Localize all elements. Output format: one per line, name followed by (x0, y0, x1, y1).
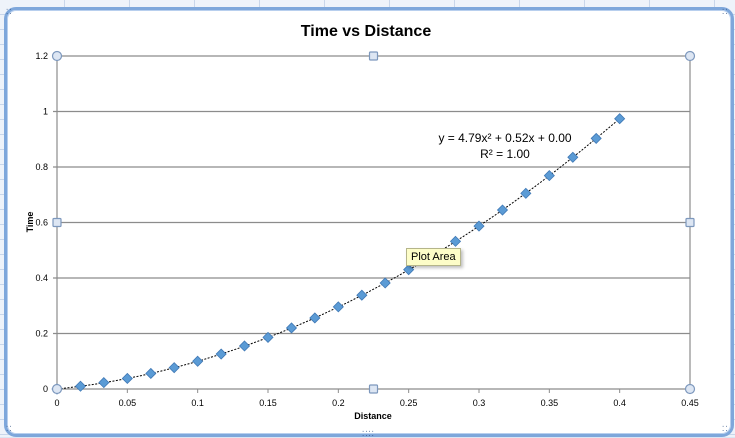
data-point-marker[interactable] (379, 277, 391, 289)
data-point-marker[interactable] (356, 289, 368, 301)
x-tick-label: 0.45 (681, 398, 699, 408)
plot-area-selection-handles[interactable] (51, 50, 696, 395)
data-point-marker[interactable] (262, 331, 274, 343)
corner-resize-handle[interactable] (684, 50, 696, 62)
resize-handle-bottom[interactable]: ⁚⁚⁚⁚ (362, 431, 375, 438)
data-point-marker[interactable] (238, 340, 251, 352)
side-resize-handle[interactable] (368, 51, 379, 61)
x-axis-label[interactable]: Distance (354, 411, 392, 421)
chart-title[interactable]: Time vs Distance (301, 23, 432, 40)
x-tick-label: 0.35 (541, 398, 559, 408)
data-point-marker[interactable] (215, 348, 227, 360)
y-tick-label: 0.2 (35, 329, 48, 339)
data-point-marker[interactable] (145, 367, 157, 380)
data-point-marker[interactable] (449, 235, 462, 247)
data-point-marker[interactable] (473, 220, 485, 232)
resize-handle-top-right[interactable]: ⁚⁚ (722, 9, 729, 16)
corner-resize-handle[interactable] (51, 383, 63, 395)
corner-resize-handle[interactable] (684, 383, 696, 395)
data-point-marker[interactable] (74, 380, 87, 392)
y-tick-label: 0.4 (35, 273, 48, 283)
x-tick-label: 0 (54, 398, 59, 408)
data-point-marker[interactable] (168, 362, 180, 374)
trendline-equation[interactable]: y = 4.79x² + 0.52x + 0.00 (438, 131, 571, 145)
resize-handle-bottom-right[interactable]: ⁚⁚ (722, 426, 729, 433)
data-point-marker[interactable] (590, 132, 602, 144)
plot-area-tooltip: Plot Area (406, 248, 461, 266)
data-point-marker[interactable] (543, 170, 555, 182)
y-tick-label: 0.6 (35, 218, 48, 228)
x-tick-label: 0.3 (473, 398, 486, 408)
x-tick-label: 0.15 (259, 398, 277, 408)
data-point-marker[interactable] (98, 377, 110, 389)
y-axis-label[interactable]: Time (25, 212, 35, 233)
y-tick-label: 0.8 (35, 162, 48, 172)
data-point-marker[interactable] (614, 113, 626, 125)
side-resize-handle[interactable] (52, 217, 62, 228)
data-point-marker[interactable] (192, 355, 204, 367)
corner-resize-handle[interactable] (51, 50, 63, 62)
x-tick-label: 0.4 (613, 398, 626, 408)
side-resize-handle[interactable] (368, 384, 379, 394)
y-tick-label: 0 (43, 384, 48, 394)
data-point-marker[interactable] (332, 301, 344, 313)
data-point-marker[interactable] (403, 264, 415, 276)
data-point-marker[interactable] (520, 187, 532, 199)
data-point-marker[interactable] (309, 312, 321, 324)
resize-handle-top-left[interactable]: ⁚⁚ (6, 9, 13, 16)
data-point-marker[interactable] (285, 322, 298, 334)
side-resize-handle[interactable] (685, 217, 695, 228)
data-point-marker[interactable] (496, 204, 509, 216)
y-tick-label: 1 (43, 107, 48, 117)
x-tick-label: 0.1 (191, 398, 204, 408)
y-tick-label: 1.2 (35, 51, 48, 61)
resize-handle-bottom-left[interactable]: ⁚⁚ (6, 426, 13, 433)
axis-ticks: 0 0.2 0.4 0.6 0.8 1 1.2 0 0.05 0.1 0.15 0.2 0.25 0.3 0… (35, 51, 698, 408)
data-point-marker[interactable] (567, 151, 579, 163)
gridlines (53, 55, 691, 390)
data-point-marker[interactable] (121, 372, 133, 385)
x-tick-label: 0.05 (119, 398, 137, 408)
data-series[interactable] (51, 113, 626, 395)
x-tick-label: 0.25 (400, 398, 418, 408)
trendline[interactable] (56, 118, 621, 390)
trendline-r-squared: R² = 1.00 (480, 147, 530, 161)
x-tick-label: 0.2 (332, 398, 345, 408)
